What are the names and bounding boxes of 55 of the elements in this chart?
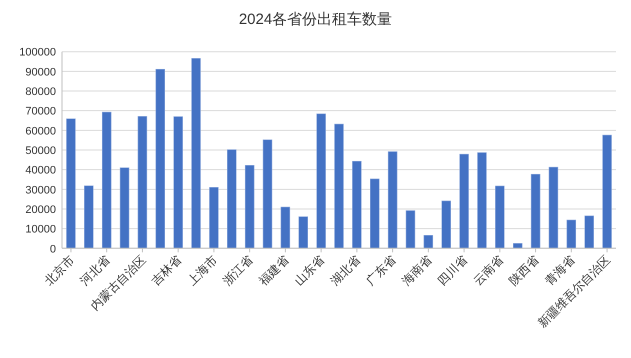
- y-tick-label: 10000: [25, 224, 56, 236]
- bar: [262, 140, 272, 249]
- bar: [388, 151, 398, 249]
- bar: [120, 167, 130, 249]
- y-tick-label: 30000: [25, 184, 56, 196]
- bar: [66, 118, 76, 249]
- bar: [156, 68, 166, 249]
- y-tick-label: 70000: [25, 106, 56, 118]
- chart-title: 2024各省份出租车数量: [238, 11, 392, 28]
- bar: [530, 174, 540, 249]
- bar: [459, 154, 469, 249]
- y-tick-label: 40000: [25, 164, 56, 177]
- bar: [566, 220, 576, 249]
- x-tick-label: 山东省: [292, 252, 328, 288]
- y-tick-label: 0: [50, 243, 56, 256]
- bar: [244, 165, 254, 249]
- bar: [334, 124, 344, 249]
- bar: [512, 243, 522, 249]
- bar: [316, 114, 326, 249]
- y-tick-label: 100000: [19, 46, 56, 59]
- x-tick-label: 云南省: [470, 252, 506, 288]
- x-tick-label: 海南省: [399, 252, 434, 288]
- bar: [352, 160, 362, 249]
- x-tick-label: 四川省: [434, 252, 470, 288]
- x-tick-label: 浙江省: [220, 252, 256, 288]
- x-tick-label: 福建省: [256, 252, 292, 288]
- bar: [138, 116, 148, 249]
- x-tick-label: 湖北省: [328, 252, 363, 288]
- y-tick-label: 90000: [25, 66, 56, 78]
- bar: [495, 186, 505, 249]
- bar: [298, 216, 308, 249]
- x-tick-label: 广东省: [363, 252, 399, 288]
- bar: [209, 187, 219, 249]
- bar: [84, 186, 94, 249]
- bar: [227, 149, 236, 249]
- bar: [191, 58, 201, 249]
- bar: [602, 134, 612, 249]
- x-tick-label: 吉林省: [148, 252, 184, 288]
- x-tick-label: 北京市: [42, 252, 78, 288]
- y-tick-label: 80000: [25, 86, 56, 98]
- bar: [102, 112, 112, 249]
- y-tick-label: 50000: [25, 145, 56, 157]
- bar: [584, 216, 594, 249]
- bar: [442, 200, 451, 249]
- y-tick-label: 20000: [25, 204, 56, 216]
- bar: [370, 178, 380, 249]
- y-tick-label: 60000: [25, 125, 56, 138]
- bar: [280, 206, 290, 249]
- bar: [477, 152, 487, 249]
- bar: [406, 210, 416, 249]
- bar: [548, 166, 558, 249]
- x-tick-label: 陕西省: [506, 252, 542, 288]
- bar: [424, 235, 434, 249]
- x-tick-label: 上海市: [184, 252, 220, 288]
- bar: [173, 116, 183, 249]
